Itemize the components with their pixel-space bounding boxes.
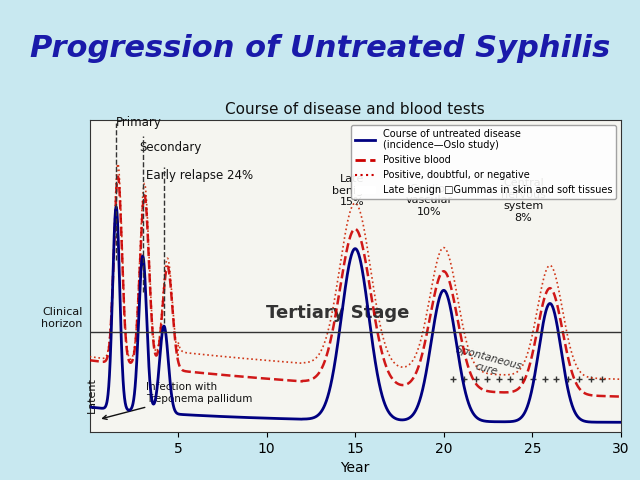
X-axis label: Year: Year xyxy=(340,461,370,475)
Text: Central
nervous
system
8%: Central nervous system 8% xyxy=(501,178,546,223)
Text: Spontaneous
cure: Spontaneous cure xyxy=(452,344,524,383)
Text: Primary: Primary xyxy=(116,116,162,130)
Text: Tertiary Stage: Tertiary Stage xyxy=(266,304,409,323)
Text: Late
benign
15%: Late benign 15% xyxy=(332,174,371,207)
Text: Clinical
horizon: Clinical horizon xyxy=(41,308,83,329)
Text: Latent: Latent xyxy=(87,377,97,413)
Text: Early relapse 24%: Early relapse 24% xyxy=(147,169,253,182)
Text: Secondary: Secondary xyxy=(139,141,202,155)
Text: Cardio-
vascular
10%: Cardio- vascular 10% xyxy=(406,183,453,217)
Legend: Course of untreated disease
(incidence—Oslo study), Positive blood, Positive, do: Course of untreated disease (incidence—O… xyxy=(351,125,616,199)
Title: Course of disease and blood tests: Course of disease and blood tests xyxy=(225,102,485,118)
Text: Progression of Untreated Syphilis: Progression of Untreated Syphilis xyxy=(30,34,610,62)
Text: Infection with
Treponema pallidum: Infection with Treponema pallidum xyxy=(102,382,253,420)
